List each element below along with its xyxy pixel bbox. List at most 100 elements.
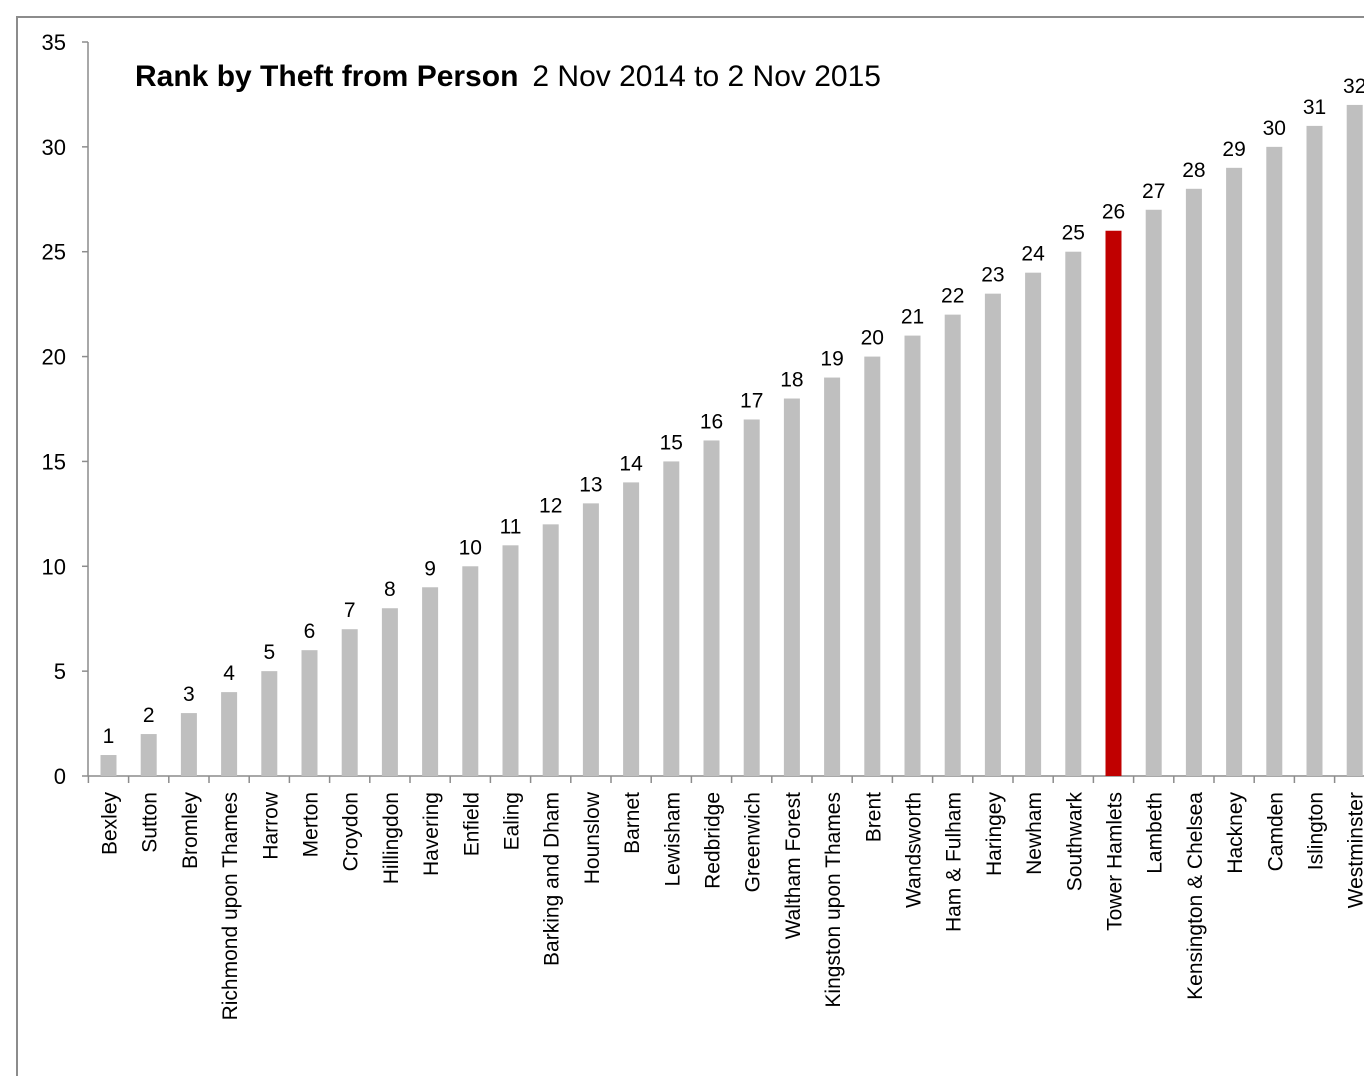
data-label: 14 <box>619 452 643 475</box>
y-tick-label: 0 <box>54 764 66 789</box>
data-label: 19 <box>820 348 843 371</box>
y-axis: 0 5 10 15 20 25 30 35 <box>42 30 88 789</box>
bar <box>1025 273 1041 776</box>
category-label: Redbridge <box>702 792 725 889</box>
category-label: Newham <box>1023 792 1046 875</box>
data-label: 26 <box>1102 201 1125 224</box>
data-label: 9 <box>424 557 436 580</box>
category-label: Merton <box>300 792 323 857</box>
data-label: 28 <box>1182 159 1205 182</box>
bar <box>905 336 921 776</box>
data-label: 25 <box>1062 222 1085 245</box>
category-label: Bexley <box>99 792 122 856</box>
category-label: Lewisham <box>661 792 684 887</box>
category-label: Ham & Fulham <box>943 792 966 932</box>
data-label: 2 <box>143 704 155 727</box>
data-label: 17 <box>740 389 763 412</box>
category-label: Waltham Forest <box>782 792 805 940</box>
category-label: Kingston upon Thames <box>822 792 845 1008</box>
bar <box>663 461 679 776</box>
category-label: Islington <box>1305 792 1328 870</box>
category-label: Brent <box>862 792 885 842</box>
bar <box>422 587 438 776</box>
bar <box>583 503 599 776</box>
category-label: Ealing <box>501 792 524 850</box>
data-label: 22 <box>941 285 964 308</box>
data-label: 20 <box>861 327 884 350</box>
y-tick-label: 30 <box>42 135 66 160</box>
category-label: Croydon <box>340 792 363 871</box>
y-tick-label: 35 <box>42 30 66 55</box>
bar <box>503 545 519 776</box>
category-label: Camden <box>1264 792 1287 871</box>
data-label: 27 <box>1142 180 1165 203</box>
y-tick-label: 5 <box>54 659 66 684</box>
data-label: 21 <box>901 306 924 329</box>
category-label: Bromley <box>179 792 202 870</box>
category-label: Hounslow <box>581 791 604 884</box>
bar <box>1146 210 1162 776</box>
category-label: Havering <box>420 792 443 876</box>
data-label: 32 <box>1343 75 1364 98</box>
bar <box>1106 231 1122 776</box>
category-label: Greenwich <box>742 792 765 892</box>
category-label: Richmond upon Thames <box>219 792 242 1020</box>
y-tick-label: 15 <box>42 449 66 474</box>
data-label: 3 <box>183 683 195 706</box>
category-label: Tower Hamlets <box>1104 792 1127 931</box>
data-label: 10 <box>459 536 482 559</box>
bar <box>1186 189 1202 776</box>
data-label: 11 <box>500 515 522 538</box>
category-label: Haringey <box>983 792 1006 877</box>
data-label: 23 <box>981 264 1004 287</box>
data-label: 5 <box>263 641 275 664</box>
data-label: 16 <box>700 410 723 433</box>
data-label: 30 <box>1263 117 1286 140</box>
bar <box>824 378 840 776</box>
data-label: 8 <box>384 578 396 601</box>
chart-subtitle: 2 Nov 2014 to 2 Nov 2015 <box>532 60 881 93</box>
bar <box>1307 126 1323 776</box>
bar <box>864 357 880 776</box>
category-label: Enfield <box>460 792 483 856</box>
data-label: 4 <box>223 662 235 685</box>
bar <box>221 692 237 776</box>
data-label: 1 <box>103 725 115 748</box>
bar <box>342 629 358 776</box>
category-label: Hackney <box>1224 792 1247 874</box>
y-tick-label: 20 <box>42 345 66 370</box>
category-label: Southwark <box>1063 792 1086 892</box>
bar <box>623 482 639 776</box>
bar <box>382 608 398 776</box>
data-label: 31 <box>1303 96 1326 119</box>
y-tick-label: 10 <box>42 554 66 579</box>
chart-title: Rank by Theft from Person <box>135 60 518 93</box>
data-label: 15 <box>660 431 683 454</box>
bar <box>462 566 478 776</box>
data-label: 13 <box>579 473 602 496</box>
x-axis <box>88 776 1364 783</box>
bar <box>302 650 318 776</box>
y-tick-label: 25 <box>42 240 66 265</box>
bar <box>945 315 961 776</box>
category-label: Harrow <box>259 791 282 860</box>
data-label: 6 <box>304 620 316 643</box>
category-label: Kensington & Chelsea <box>1184 792 1207 1000</box>
chart-title-line: Rank by Theft from Person 2 Nov 2014 to … <box>135 60 881 93</box>
bar <box>261 671 277 776</box>
data-label: 29 <box>1222 138 1245 161</box>
category-label: Westminster <box>1345 792 1364 908</box>
data-label: 18 <box>780 369 803 392</box>
bar <box>985 294 1001 776</box>
bar <box>704 440 720 776</box>
bar <box>1266 147 1282 776</box>
bar <box>784 399 800 776</box>
category-label: Barking and Dham <box>541 792 564 966</box>
data-label: 24 <box>1021 243 1045 266</box>
bar <box>141 734 157 776</box>
bar <box>543 524 559 776</box>
bar <box>744 419 760 776</box>
data-label: 7 <box>344 599 356 622</box>
category-label: Sutton <box>139 792 162 853</box>
